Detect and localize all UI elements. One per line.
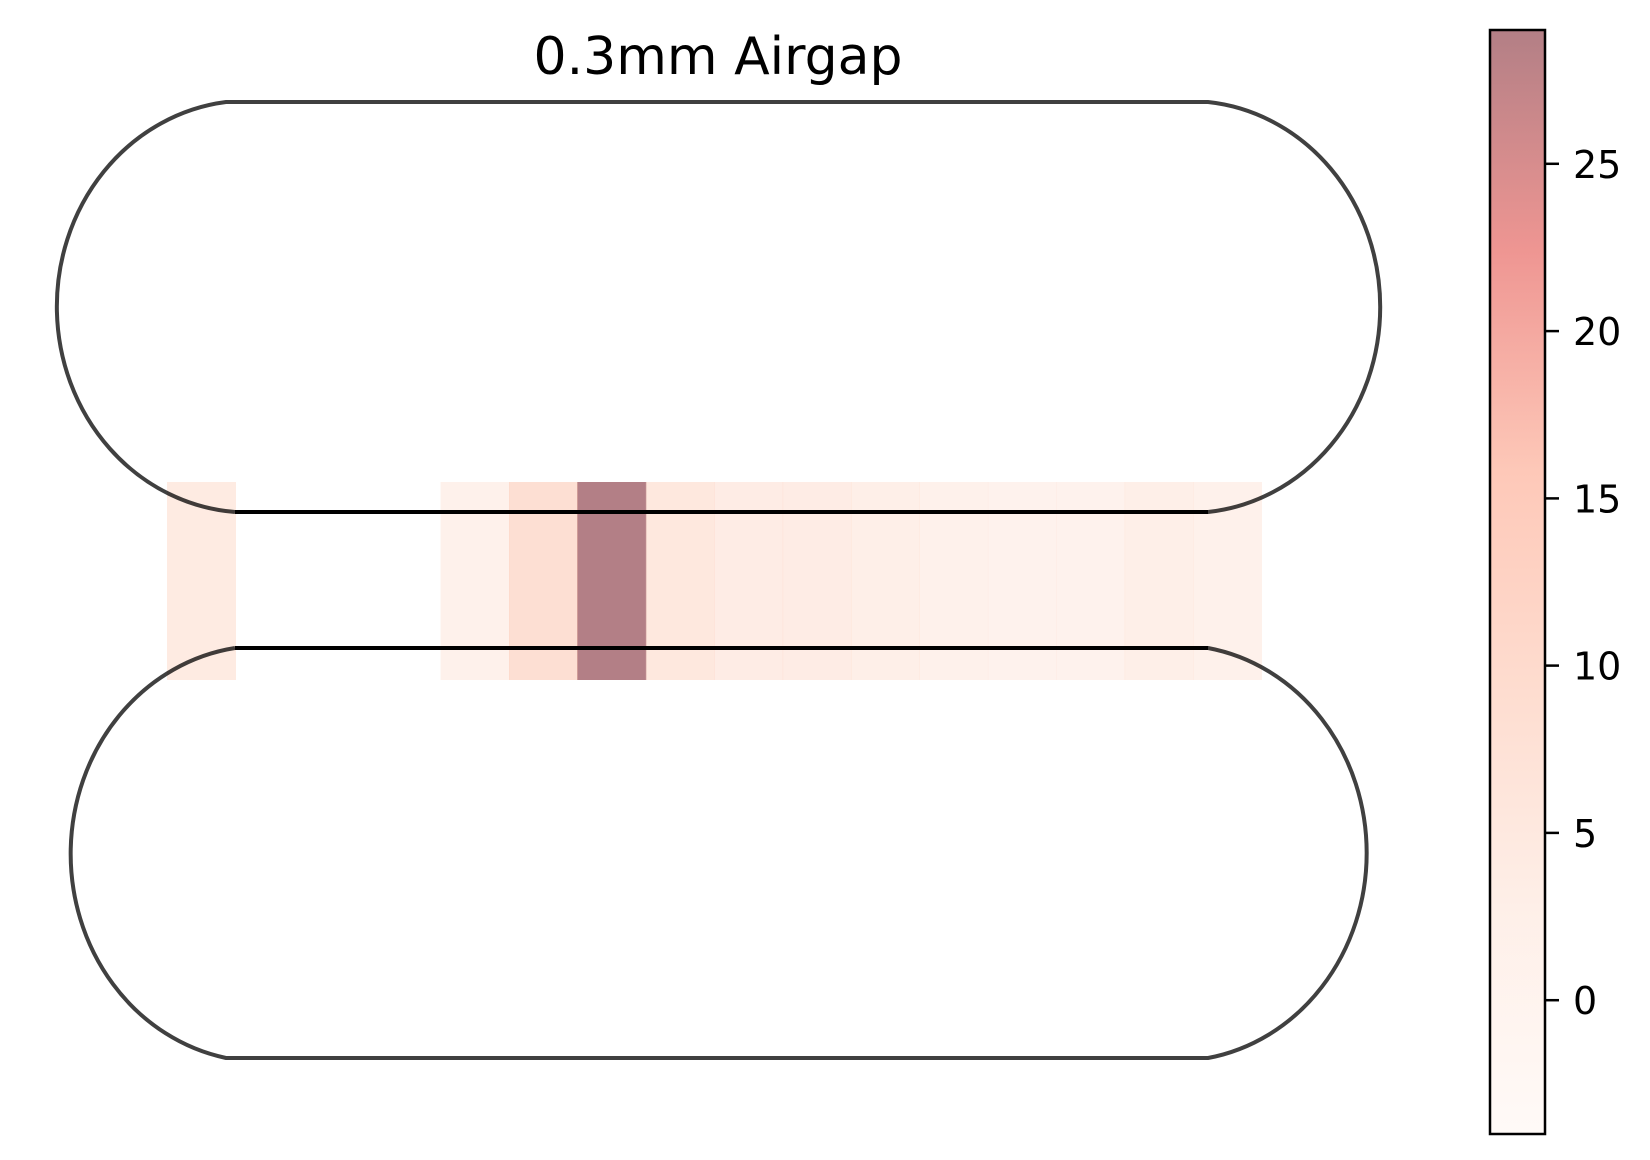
colorbar-ticks: 0 5 10 15 20 25 [1545,143,1621,1023]
colorbar: 0 5 10 15 20 25 [1488,28,1621,1136]
airgap-outline [54,100,1383,1060]
colorbar-tick-label: 20 [1573,310,1621,354]
bottom-loop-outline [68,646,1369,1060]
colorbar-gradient [1490,30,1545,1134]
top-loop-outline [54,100,1383,514]
colorbar-tick-label: 10 [1573,645,1621,689]
colorbar-tick-label: 25 [1573,143,1621,187]
colorbar-tick-label: 0 [1573,979,1597,1023]
colorbar-tick-label: 5 [1573,812,1597,856]
heatmap-cell [167,482,236,680]
colorbar-frame [1488,28,1547,1136]
chart-title: 0.3mm Airgap [534,27,903,87]
colorbar-tick-label: 15 [1573,477,1621,521]
